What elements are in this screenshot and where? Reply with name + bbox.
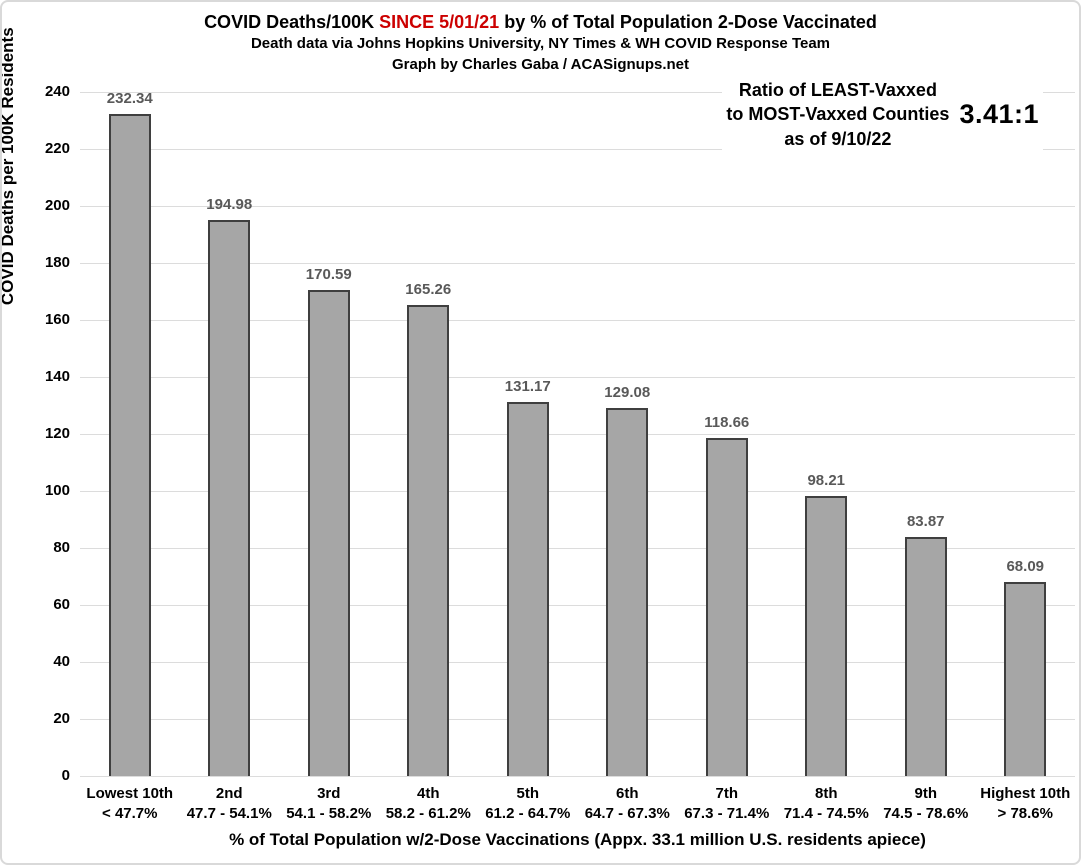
x-tick-label: 4th 58.2 - 61.2%: [368, 784, 488, 825]
bar-7th: [705, 437, 748, 776]
bar-8th: [805, 496, 848, 776]
y-tick-label-120: 120: [44, 425, 70, 442]
x-tick-label: 6th 64.7 - 67.3%: [567, 784, 687, 825]
bar-value-label: 98.21: [807, 472, 846, 490]
bar-value-label: 68.09: [1006, 557, 1045, 575]
x-tick-category: 5th: [516, 785, 540, 802]
gridline-y-180: [80, 262, 1075, 264]
x-tick-range: 74.5 - 78.6%: [883, 805, 969, 823]
x-tick-category: 7th: [715, 785, 739, 802]
y-tick-label-60: 60: [53, 596, 70, 613]
x-axis-tick-labels: Lowest 10th < 47.7% 2nd 47.7 - 54.1% 3rd 54.1…: [80, 784, 1075, 824]
x-axis-title: % of Total Population w/2-Dose Vaccinati…: [229, 830, 926, 849]
chart-title-prefix: COVID Deaths/100K: [204, 12, 380, 32]
chart-subtitle: Death data via Johns Hopkins University,…: [250, 35, 831, 53]
plot-area: 232.34 194.98 170.59 165.26 131.17 129.08 118.…: [80, 90, 1075, 777]
x-tick-category: 6th: [616, 785, 639, 802]
y-axis-tick-labels: 0 20 40 60 80 100 120 140 160 180 200 220 240: [2, 83, 70, 784]
bar-value-label: 129.08: [604, 384, 651, 402]
gridline-y-200: [80, 205, 1075, 207]
y-tick-label-20: 20: [53, 710, 70, 727]
bar-4th: [407, 305, 450, 776]
chart-title: COVID Deaths/100K SINCE 5/01/21 by % of …: [2, 10, 1079, 34]
x-tick-range: 67.3 - 71.4%: [684, 805, 770, 823]
bar-6th: [606, 408, 649, 776]
x-tick-label: Lowest 10th < 47.7%: [70, 784, 190, 825]
x-tick-label: 7th 67.3 - 71.4%: [667, 784, 787, 825]
ratio-annotation-text: Ratio of LEAST-Vaxxed to MOST-Vaxxed Cou…: [726, 78, 949, 151]
bar-3rd: [307, 289, 350, 776]
bar-value-label: 83.87: [906, 512, 945, 530]
y-tick-label-240: 240: [44, 83, 70, 100]
bar-value-label: 232.34: [106, 89, 153, 107]
chart-title-block: COVID Deaths/100K SINCE 5/01/21 by % of …: [2, 10, 1079, 75]
x-tick-category: 9th: [914, 785, 938, 802]
x-tick-range: < 47.7%: [102, 805, 158, 823]
ratio-annotation-line1: Ratio of LEAST-Vaxxed: [738, 80, 937, 100]
y-tick-label-100: 100: [44, 482, 70, 499]
x-tick-category: Lowest 10th: [86, 785, 174, 802]
gridline-y-20: [80, 718, 1075, 720]
x-tick-range: 61.2 - 64.7%: [485, 805, 571, 823]
gridline-y-40: [80, 661, 1075, 663]
gridline-y-0: [80, 775, 1075, 777]
x-tick-category: 8th: [815, 785, 838, 802]
gridline-y-240: [80, 91, 1075, 93]
x-tick-range: 64.7 - 67.3%: [584, 805, 670, 823]
x-tick-label: 3rd 54.1 - 58.2%: [269, 784, 389, 825]
y-tick-label-220: 220: [44, 140, 70, 157]
y-tick-label-80: 80: [53, 539, 70, 556]
gridline-y-160: [80, 319, 1075, 321]
x-tick-category: 4th: [417, 785, 440, 802]
chart-title-highlight: SINCE 5/01/21: [379, 12, 500, 32]
bar-5th: [506, 402, 549, 776]
gridline-y-100: [80, 490, 1075, 492]
gridline-y-80: [80, 547, 1075, 549]
gridline-y-140: [80, 376, 1075, 378]
bar-value-label: 170.59: [305, 265, 352, 283]
bar-highest-10th: [1004, 581, 1047, 776]
x-tick-range: 47.7 - 54.1%: [186, 805, 272, 823]
chart-title-suffix: by % of Total Population 2-Dose Vaccinat…: [499, 12, 877, 32]
y-tick-label-140: 140: [44, 368, 70, 385]
ratio-annotation-line2: to MOST-Vaxxed Counties: [726, 104, 950, 125]
bar-9th: [904, 536, 947, 776]
x-tick-label: 8th 71.4 - 74.5%: [766, 784, 886, 825]
gridline-y-120: [80, 433, 1075, 435]
bar-value-label: 118.66: [704, 413, 750, 431]
gridline-y-220: [80, 148, 1075, 150]
y-tick-label-160: 160: [44, 311, 70, 328]
x-tick-category: 2nd: [215, 785, 243, 802]
y-tick-label-180: 180: [44, 254, 70, 271]
bar-lowest-10th: [108, 113, 151, 776]
y-tick-label-200: 200: [44, 197, 70, 214]
bar-value-label: 131.17: [504, 378, 551, 396]
bar-value-label: 194.98: [206, 196, 253, 214]
x-tick-range: 54.1 - 58.2%: [286, 805, 372, 823]
bar-value-label: 165.26: [405, 281, 452, 298]
chart-credit: Graph by Charles Gaba / ACASignups.net: [392, 55, 689, 73]
y-tick-label-0: 0: [61, 767, 70, 784]
bar-2nd: [208, 220, 251, 776]
x-tick-label: 2nd 47.7 - 54.1%: [169, 784, 289, 825]
ratio-value: 3.41:1: [959, 98, 1039, 129]
x-tick-range: 58.2 - 61.2%: [385, 805, 471, 823]
x-tick-range: > 78.6%: [997, 805, 1053, 823]
y-tick-label-40: 40: [53, 653, 70, 670]
x-tick-category: 3rd: [317, 785, 341, 802]
ratio-annotation-line3: as of 9/10/22: [784, 128, 892, 149]
x-tick-label: 5th 61.2 - 64.7%: [468, 784, 588, 825]
x-tick-range: 71.4 - 74.5%: [783, 805, 869, 823]
x-tick-label: Highest 10th > 78.6%: [965, 784, 1079, 825]
x-tick-category: Highest 10th: [980, 785, 1071, 802]
ratio-annotation: Ratio of LEAST-Vaxxed to MOST-Vaxxed Cou…: [722, 76, 1043, 153]
gridline-y-60: [80, 604, 1075, 606]
x-tick-label: 9th 74.5 - 78.6%: [866, 784, 986, 825]
